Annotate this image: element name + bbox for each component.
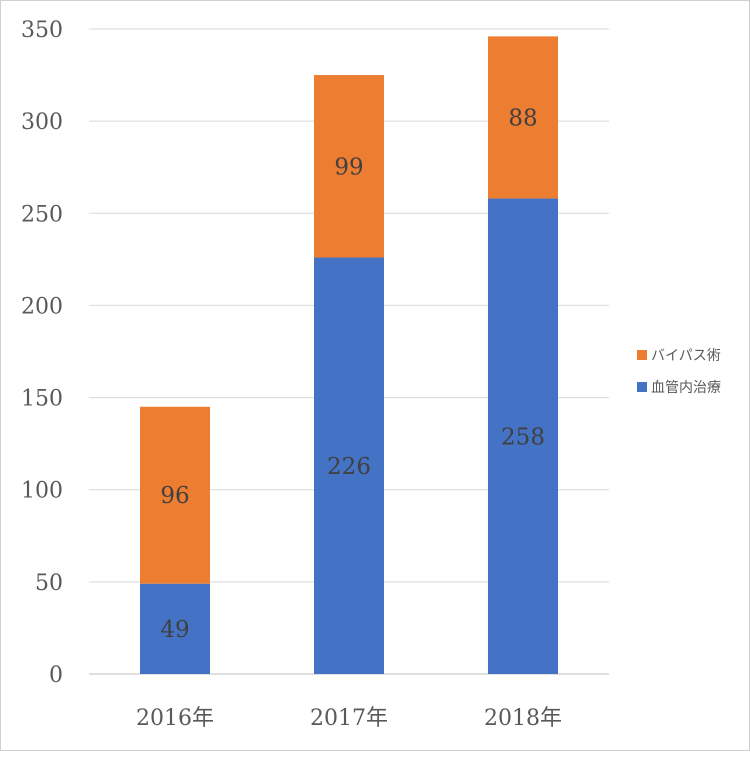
legend-swatch	[637, 382, 647, 392]
data-labels: 49 96 226 99 258 88	[160, 105, 545, 642]
x-tick-label: 2016年	[136, 706, 214, 731]
bar-bypass-2[interactable]	[314, 75, 384, 258]
data-label: 96	[160, 483, 189, 509]
bars	[140, 36, 558, 675]
bar-endovascular-1[interactable]	[140, 583, 210, 674]
bar-endovascular-2[interactable]	[314, 257, 384, 674]
y-tick-label: 50	[35, 571, 63, 596]
legend-item[interactable]: バイパス術	[637, 348, 721, 364]
y-tick-label: 200	[21, 294, 63, 319]
y-tick-label: 150	[21, 387, 63, 412]
y-tick-label: 300	[21, 110, 63, 135]
x-tick-label: 2018年	[484, 706, 562, 731]
data-label: 258	[501, 424, 545, 450]
legend-item[interactable]: 血管内治療	[637, 379, 721, 396]
data-label: 226	[327, 454, 371, 480]
y-tick-label: 100	[21, 479, 63, 504]
data-label: 49	[160, 617, 189, 643]
y-tick-label: 0	[49, 663, 63, 688]
bar-bypass-3[interactable]	[488, 36, 558, 199]
legend-label: バイパス術	[651, 348, 721, 364]
legend-label: 血管内治療	[651, 379, 721, 396]
data-label: 99	[334, 154, 363, 180]
y-tick-label: 350	[21, 18, 63, 43]
x-axis: 2016年 2017年 2018年	[136, 706, 562, 731]
bar-bypass-1[interactable]	[140, 406, 210, 584]
y-axis: 0 50 100 150 200 250 300 350	[21, 18, 63, 688]
bar-endovascular-3[interactable]	[488, 198, 558, 675]
data-label: 88	[508, 105, 537, 131]
y-tick-label: 250	[21, 202, 63, 227]
legend-swatch	[637, 350, 647, 360]
x-tick-label: 2017年	[310, 706, 388, 731]
